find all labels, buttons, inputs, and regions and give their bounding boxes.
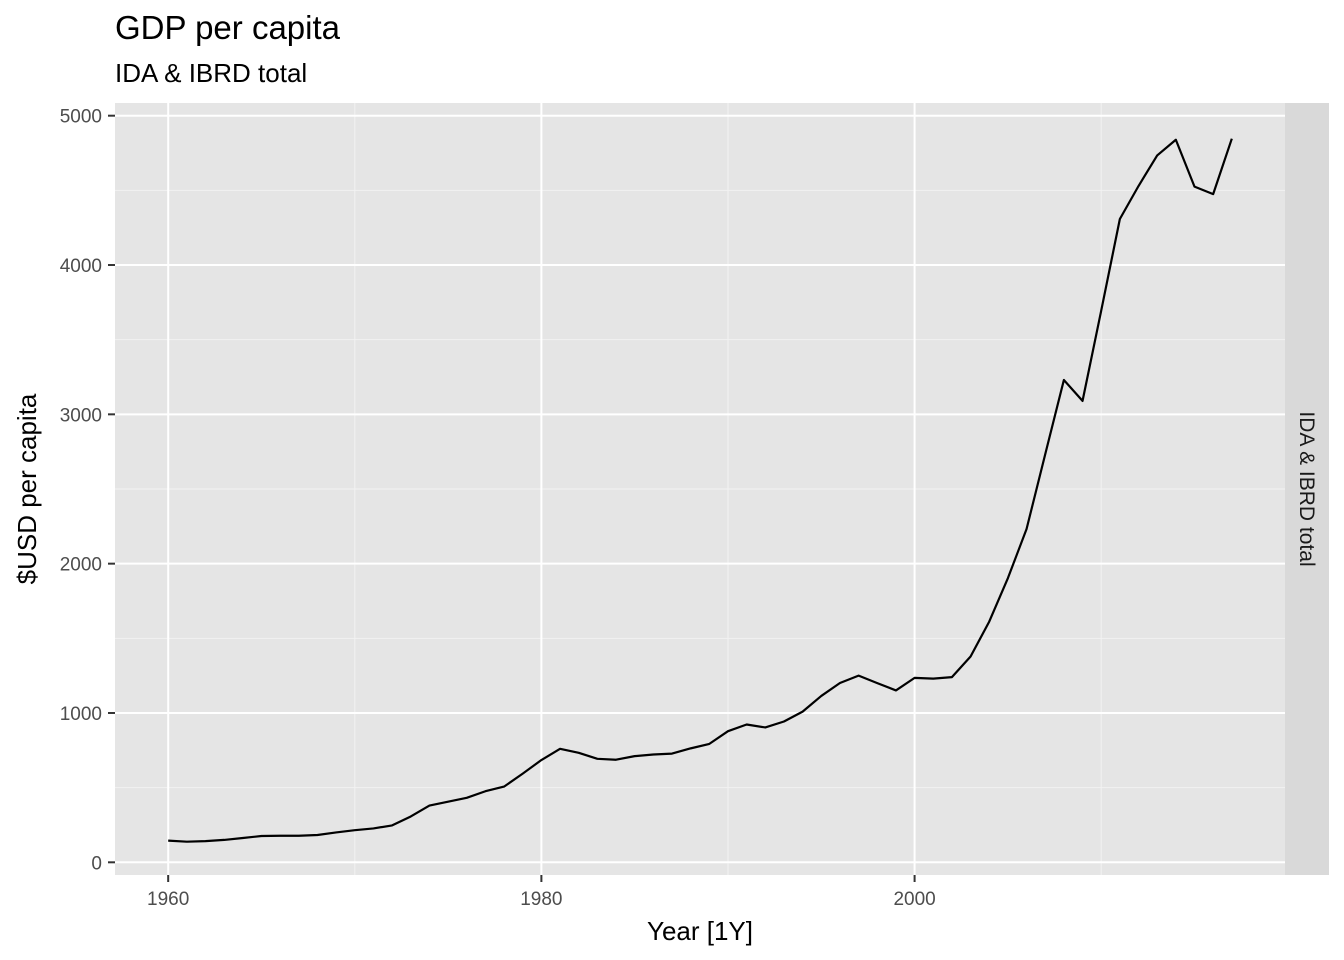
y-tick-label: 3000: [60, 405, 102, 426]
x-tick-label: 2000: [893, 889, 935, 910]
y-tick-label: 4000: [60, 256, 102, 277]
y-axis-title: $USD per capita: [12, 393, 42, 584]
minor-gridlines: [115, 103, 1285, 875]
y-tick-label: 2000: [60, 555, 102, 576]
x-axis: 1960 1980 2000: [147, 875, 936, 910]
major-gridlines: [115, 103, 1285, 875]
chart-title: GDP per capita: [115, 9, 341, 46]
x-tick-label: 1960: [147, 889, 189, 910]
facet-strip-label: IDA & IBRD total: [1295, 411, 1318, 566]
y-axis: 0 1000 2000 3000 4000 5000: [60, 107, 115, 874]
series-line-gdp: [168, 138, 1233, 843]
y-tick-label: 1000: [60, 704, 102, 725]
x-tick-label: 1980: [520, 889, 562, 910]
chart-subtitle: IDA & IBRD total: [115, 58, 307, 88]
y-tick-label: 5000: [60, 107, 102, 128]
facet-strip: [1285, 103, 1329, 875]
y-tick-label: 0: [91, 853, 102, 874]
x-axis-title: Year [1Y]: [647, 916, 753, 946]
